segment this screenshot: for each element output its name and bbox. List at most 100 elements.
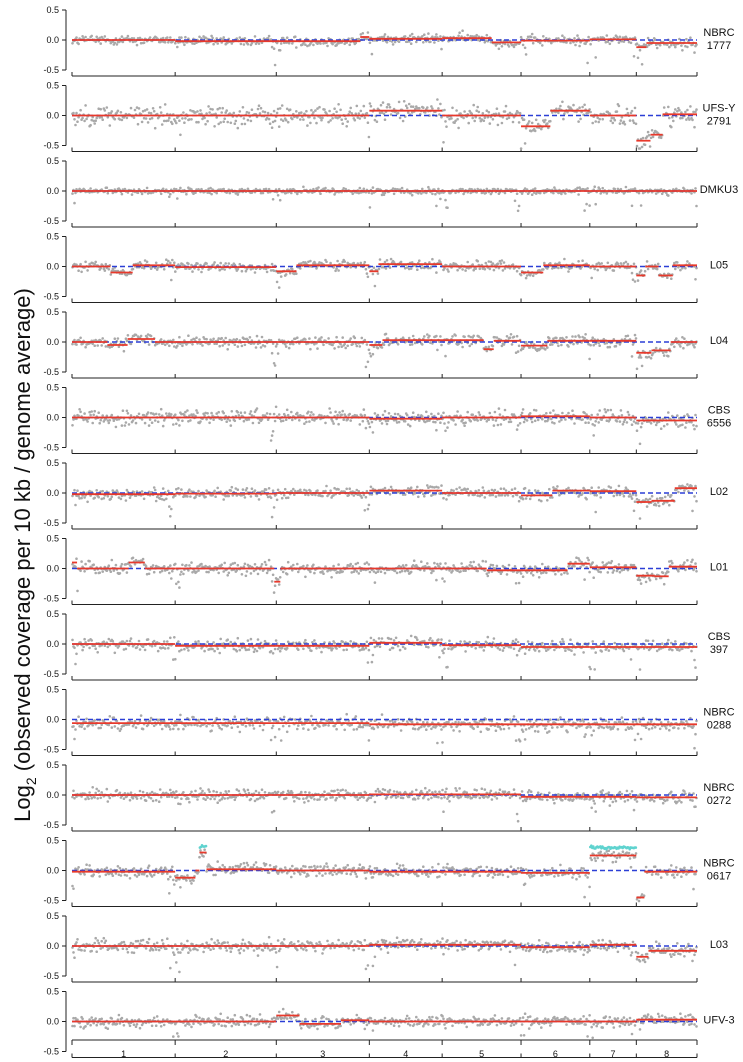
coverage-point — [380, 35, 384, 39]
coverage-point — [379, 103, 383, 107]
coverage-point — [269, 38, 273, 41]
coverage-point — [618, 493, 622, 497]
coverage-point — [283, 487, 287, 491]
coverage-point — [692, 424, 695, 427]
coverage-point — [443, 580, 446, 583]
coverage-point — [167, 119, 170, 122]
coverage-point — [98, 421, 101, 425]
coverage-point — [200, 37, 203, 40]
y-tick-label: -0.5 — [43, 594, 59, 604]
coverage-point — [683, 188, 686, 191]
coverage-point — [477, 489, 481, 492]
coverage-point — [443, 422, 446, 425]
coverage-point — [638, 48, 642, 52]
coverage-point — [296, 562, 299, 566]
coverage-point — [79, 262, 82, 266]
coverage-point — [121, 40, 125, 44]
coverage-point — [695, 499, 698, 503]
coverage-point — [516, 350, 520, 353]
coverage-point — [410, 261, 414, 264]
coverage-point — [245, 487, 249, 490]
coverage-point — [523, 46, 527, 50]
coverage-point — [238, 262, 242, 266]
coverage-point — [90, 34, 93, 38]
coverage-point — [510, 343, 514, 346]
coverage-point — [73, 118, 76, 121]
coverage-point — [402, 100, 406, 103]
coverage-point — [573, 37, 576, 40]
coverage-point — [218, 344, 221, 348]
coverage-point — [401, 119, 405, 123]
coverage-point — [77, 42, 80, 46]
coverage-point — [226, 120, 229, 124]
coverage-point — [684, 110, 687, 114]
coverage-point — [638, 147, 642, 150]
coverage-point — [235, 569, 239, 572]
coverage-point — [284, 191, 288, 195]
coverage-point — [460, 562, 463, 565]
coverage-point — [336, 116, 339, 120]
coverage-point — [105, 569, 109, 572]
coverage-point — [633, 500, 637, 504]
coverage-point — [695, 204, 698, 208]
coverage-point — [320, 414, 323, 417]
coverage-point — [525, 274, 529, 277]
coverage-point — [179, 186, 182, 190]
coverage-point — [426, 562, 429, 565]
coverage-point — [439, 260, 442, 264]
coverage-point — [224, 111, 227, 114]
coverage-point — [185, 563, 188, 567]
coverage-point — [521, 408, 525, 411]
coverage-point — [84, 104, 87, 107]
coverage-point — [96, 344, 99, 347]
coverage-point — [655, 267, 659, 271]
coverage-point — [397, 40, 401, 43]
coverage-point — [500, 45, 504, 48]
coverage-point — [530, 121, 534, 125]
coverage-point — [370, 420, 374, 424]
coverage-point — [451, 335, 454, 338]
coverage-point — [260, 335, 264, 339]
coverage-point — [296, 116, 299, 119]
coverage-point — [144, 564, 148, 568]
coverage-point — [622, 120, 626, 124]
coverage-point — [358, 186, 362, 190]
coverage-point — [179, 573, 182, 576]
coverage-point — [439, 421, 442, 425]
coverage-point — [383, 486, 387, 490]
coverage-point — [452, 489, 455, 493]
coverage-point — [353, 118, 357, 122]
coverage-point — [685, 37, 688, 41]
coverage-point — [380, 111, 384, 114]
coverage-point — [146, 411, 150, 414]
coverage-point — [288, 188, 292, 191]
coverage-point — [583, 103, 586, 107]
coverage-point — [647, 133, 651, 137]
coverage-point — [648, 497, 652, 501]
coverage-point — [89, 187, 92, 190]
coverage-point — [633, 106, 637, 110]
coverage-point — [205, 337, 208, 341]
coverage-point — [412, 559, 416, 562]
coverage-point — [673, 43, 676, 47]
coverage-point — [423, 33, 426, 36]
coverage-point — [185, 192, 188, 196]
coverage-point — [496, 187, 500, 191]
coverage-point — [530, 32, 534, 36]
coverage-point — [317, 186, 320, 189]
coverage-point — [564, 418, 567, 421]
coverage-point — [209, 186, 212, 190]
coverage-point — [444, 354, 447, 358]
coverage-point — [533, 187, 537, 190]
coverage-point — [621, 36, 625, 39]
coverage-point — [634, 493, 638, 497]
coverage-point — [424, 111, 427, 114]
coverage-point — [526, 35, 530, 39]
coverage-point — [329, 261, 332, 265]
coverage-point — [529, 35, 533, 39]
coverage-point — [175, 121, 178, 125]
coverage-point — [525, 419, 529, 422]
coverage-point — [361, 32, 365, 35]
coverage-point — [195, 409, 198, 412]
strain-label: NBRC 1777 — [703, 27, 734, 52]
